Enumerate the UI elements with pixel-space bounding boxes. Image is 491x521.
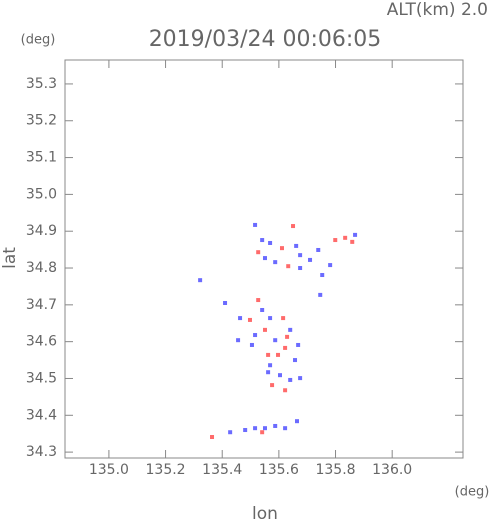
echo-point — [294, 243, 299, 248]
echo-point — [316, 247, 321, 252]
echo-point — [260, 238, 265, 243]
x-tick-label: 135.2 — [146, 462, 186, 478]
echo-point — [298, 253, 303, 258]
echo-point — [295, 419, 300, 424]
y-unit: (deg) — [21, 33, 56, 48]
echo-point — [268, 316, 273, 321]
y-tick-label: 34.7 — [26, 297, 57, 313]
echo-point — [268, 240, 273, 245]
echo-point — [333, 238, 338, 243]
echo-point — [343, 235, 348, 240]
echo-point — [293, 358, 298, 363]
echo-point — [198, 278, 203, 283]
echo-point — [238, 316, 243, 321]
echo-point — [353, 232, 358, 237]
chart-title: 2019/03/24 00:06:05 — [149, 27, 382, 52]
echo-point — [262, 256, 267, 261]
plot-frame — [64, 59, 464, 459]
echo-point — [260, 430, 265, 435]
echo-point — [283, 388, 288, 393]
y-tick-label: 34.4 — [26, 407, 57, 423]
echo-point — [256, 298, 261, 303]
x-tick-label: 135.6 — [259, 462, 299, 478]
echo-point — [283, 345, 288, 350]
echo-point — [328, 263, 333, 268]
echo-point — [253, 333, 258, 338]
echo-point — [288, 377, 293, 382]
echo-point — [273, 338, 278, 343]
echo-point — [247, 317, 252, 322]
echo-point — [283, 426, 288, 431]
x-unit: (deg) — [455, 485, 490, 500]
echo-point — [296, 342, 301, 347]
echo-point — [285, 334, 290, 339]
echo-point — [278, 373, 283, 378]
x-tick-label: 135.4 — [202, 462, 242, 478]
echo-point — [279, 246, 284, 251]
echo-point — [286, 264, 291, 269]
echo-point — [268, 363, 273, 368]
y-tick-label: 35.0 — [26, 186, 57, 202]
echo-point — [320, 273, 325, 278]
y-tick-label: 34.9 — [26, 223, 57, 239]
y-tick-label: 35.1 — [26, 150, 57, 166]
y-tick-label: 34.5 — [26, 370, 57, 386]
echo-point — [262, 426, 267, 431]
echo-point — [210, 435, 215, 440]
y-tick-label: 34.8 — [26, 260, 57, 276]
echo-point — [266, 352, 271, 357]
echo-point — [249, 342, 254, 347]
y-tick-label: 35.3 — [26, 76, 57, 92]
echo-point — [262, 327, 267, 332]
echo-point — [270, 383, 275, 388]
x-tick-label: 135.0 — [89, 462, 129, 478]
echo-point — [308, 257, 313, 262]
x-tick-label: 135.8 — [315, 462, 355, 478]
echo-point — [256, 250, 261, 255]
echo-point — [318, 292, 323, 297]
echo-point — [288, 327, 293, 332]
echo-point — [243, 428, 248, 433]
echo-point — [273, 260, 278, 265]
echo-point — [253, 426, 258, 431]
echo-point — [298, 266, 303, 271]
echo-point — [350, 239, 355, 244]
echo-point — [281, 316, 286, 321]
y-tick-label: 34.6 — [26, 334, 57, 350]
echo-point — [260, 307, 265, 312]
y-tick-label: 34.3 — [26, 444, 57, 460]
echo-point — [298, 376, 303, 381]
echo-point — [223, 300, 228, 305]
echo-point — [228, 430, 233, 435]
echo-point — [291, 224, 296, 229]
altitude-label: ALT(km) 2.0 — [387, 0, 488, 20]
echo-point — [266, 370, 271, 375]
x-tick-label: 136.0 — [372, 462, 412, 478]
y-axis-label: lat — [0, 247, 20, 269]
echo-point — [276, 352, 281, 357]
echo-point — [236, 338, 241, 343]
echo-point — [273, 423, 278, 428]
x-axis-label: lon — [252, 504, 278, 521]
echo-point — [253, 222, 258, 227]
y-tick-label: 35.2 — [26, 113, 57, 129]
